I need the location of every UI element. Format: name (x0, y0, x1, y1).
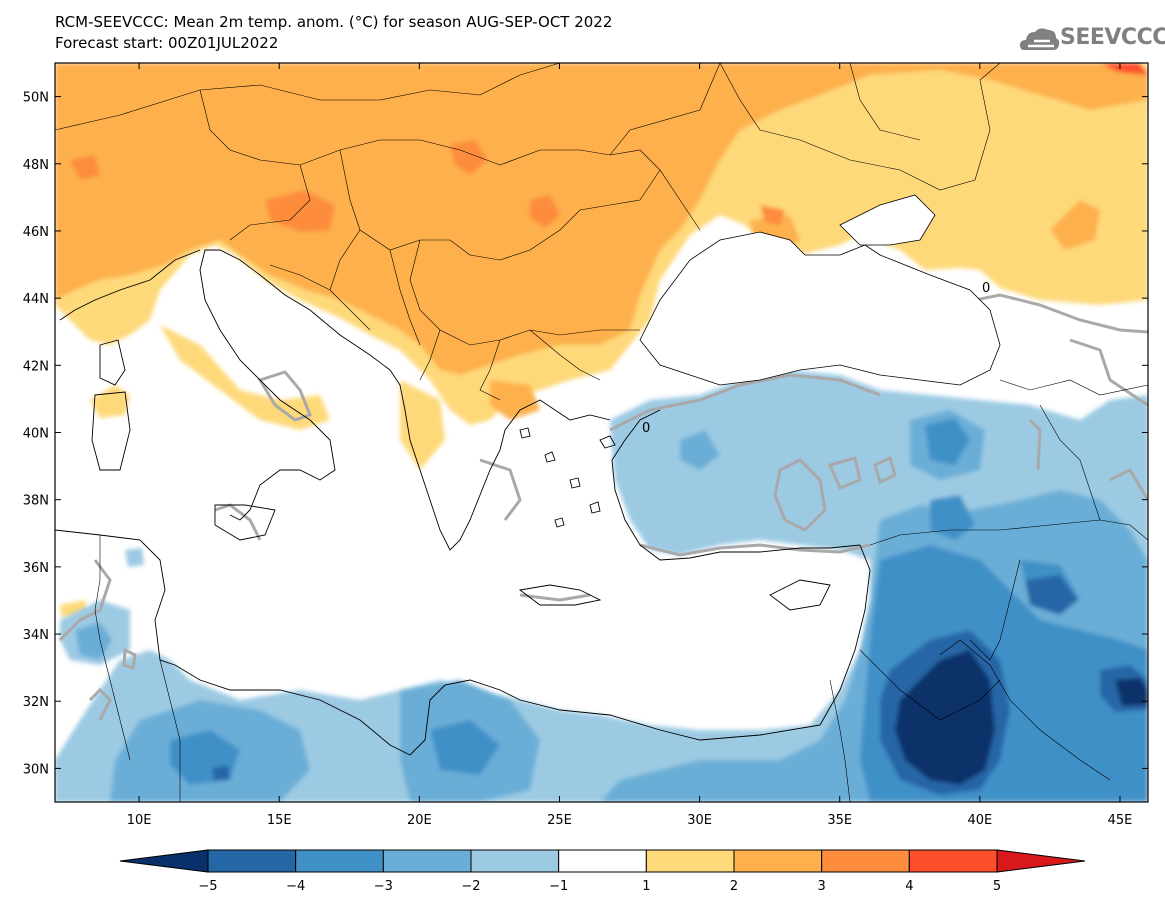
lon-tick-label-20E: 20E (407, 813, 432, 828)
lat-tick-label-34N: 34N (23, 628, 49, 643)
colorbar-swatch (207, 849, 297, 873)
lat-tick-label-38N: 38N (23, 494, 49, 509)
lat-tick-label-44N: 44N (23, 292, 49, 307)
colorbar-swatch (733, 849, 823, 873)
colorbar-label: −2 (461, 879, 480, 894)
colorbar-swatch (470, 849, 560, 873)
colorbar-swatch (821, 849, 910, 873)
axis-ticks: 10E 15E 20E 25E 30E 35E 40E 45E 30N 32N 34N 36N 38N 4… (23, 63, 1148, 828)
contour-label-0: 0 (982, 281, 990, 296)
cloud-logo-icon (1020, 28, 1060, 50)
colorbar-label: −5 (198, 879, 217, 894)
colorbar-label: 1 (642, 879, 650, 894)
zero-contour-lines (58, 293, 1148, 721)
colorbar-label: 2 (730, 879, 738, 894)
lon-tick-label-45E: 45E (1108, 813, 1133, 828)
lon-tick-label-25E: 25E (547, 813, 572, 828)
colorbar-min-triangle (119, 849, 209, 873)
lon-tick-label-35E: 35E (827, 813, 852, 828)
sea-of-azov (839, 194, 936, 246)
lat-tick-label-42N: 42N (23, 359, 49, 374)
lat-tick-label-46N: 46N (23, 225, 49, 240)
black-sea (639, 231, 1001, 386)
lat-tick-label-50N: 50N (23, 91, 49, 106)
colorbar-swatch (908, 849, 998, 873)
colorbar-swatch (558, 849, 647, 873)
cool-anomaly-field (55, 370, 1148, 802)
seevccc-logo-text: SEEVCCC (1060, 25, 1165, 50)
forecast-start-subtitle: Forecast start: 00Z01JUL2022 (55, 34, 279, 52)
lat-tick-label-32N: 32N (23, 695, 49, 710)
colorbar-label: 4 (905, 879, 913, 894)
colorbar-label: −3 (374, 879, 393, 894)
lon-tick-label-40E: 40E (967, 813, 992, 828)
colorbar-swatch (295, 849, 384, 873)
lon-tick-label-15E: 15E (267, 813, 292, 828)
lon-tick-label-10E: 10E (127, 813, 152, 828)
colorbar-label: 5 (993, 879, 1001, 894)
anomaly-2-3-region (55, 63, 1148, 375)
country-borders (55, 63, 1148, 802)
lat-tick-label-40N: 40N (23, 427, 49, 442)
colorbar-label: 3 (818, 879, 826, 894)
colorbar: −5 −4 −3 −2 −1 1 2 3 4 5 (119, 849, 1086, 894)
colorbar-swatch (382, 849, 472, 873)
map-title: RCM-SEEVCCC: Mean 2m temp. anom. (°C) fo… (55, 13, 613, 31)
colorbar-max-triangle (996, 849, 1086, 873)
coastlines (55, 249, 871, 756)
lat-tick-label-48N: 48N (23, 158, 49, 173)
colorbar-label: −1 (549, 879, 568, 894)
colorbar-label: −4 (286, 879, 305, 894)
colorbar-swatch (645, 849, 735, 873)
lat-tick-label-36N: 36N (23, 561, 49, 576)
anomaly-3-4-region (265, 190, 335, 232)
lon-tick-label-30E: 30E (687, 813, 712, 828)
lat-tick-label-30N: 30N (23, 762, 49, 777)
contour-label-0: 0 (642, 421, 650, 436)
